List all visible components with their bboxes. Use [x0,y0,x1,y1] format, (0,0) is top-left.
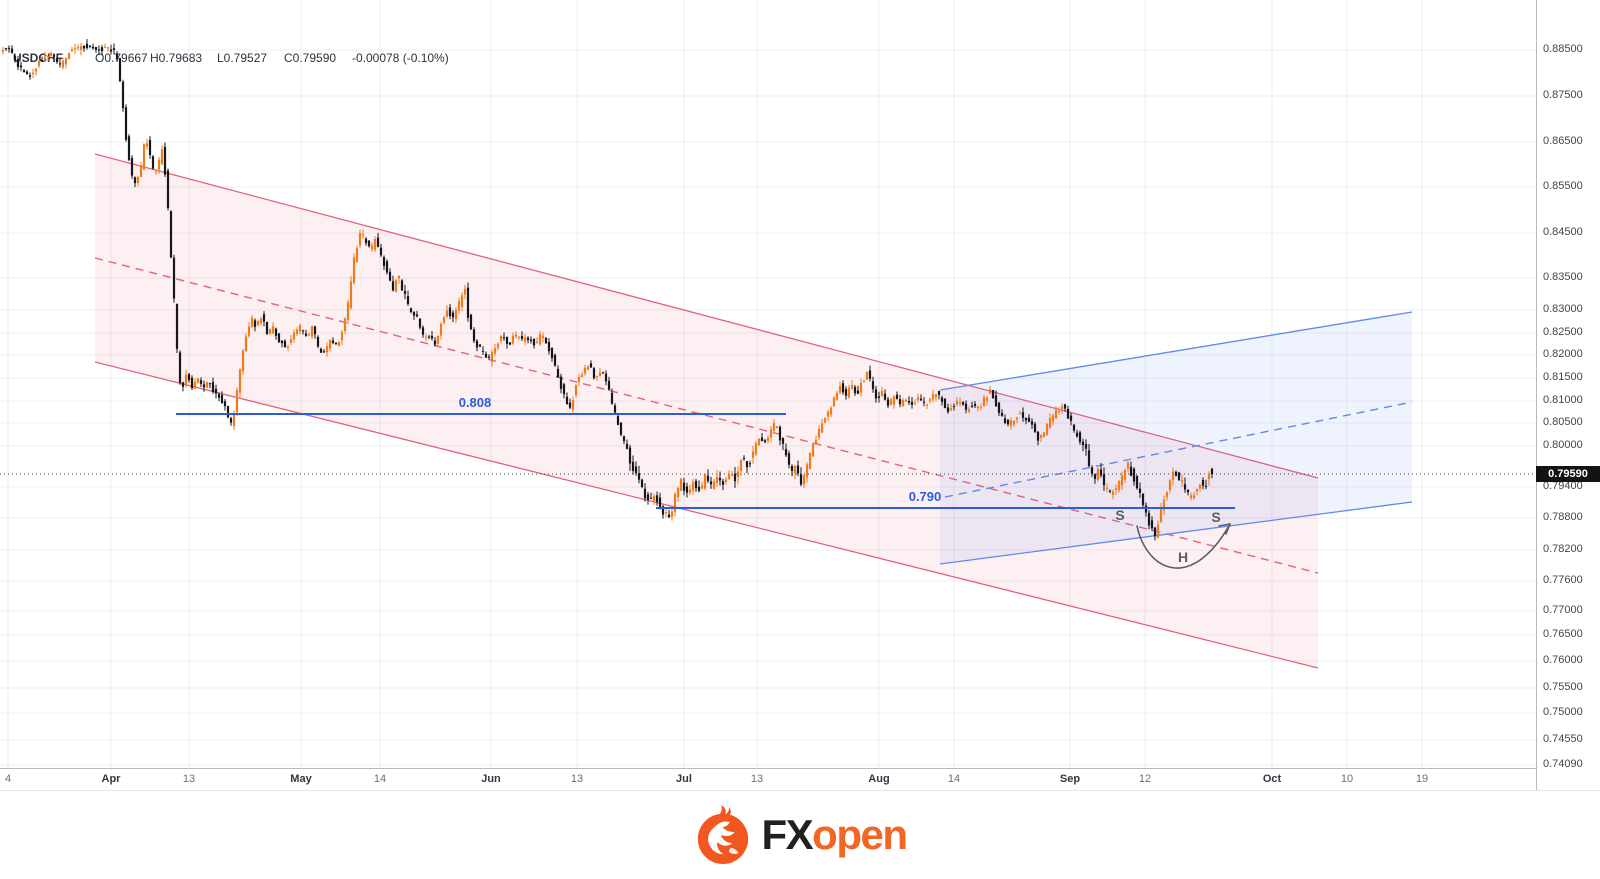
candles-layer [1,39,1214,541]
fxopen-emblem-icon [697,805,748,864]
price-tick-label: 0.75000 [1543,706,1583,718]
price-tick-label: 0.87500 [1543,89,1583,101]
time-tick-label: 14 [373,773,387,785]
price-tick-label: 0.77600 [1543,574,1583,586]
time-tick-label: 12 [1138,773,1152,785]
price-tick-label: 0.85500 [1543,180,1583,192]
ohlc-close: C0.79590 [284,51,337,65]
price-tick-label: 0.81000 [1543,394,1583,406]
price-tick-label: 0.80500 [1543,416,1583,428]
logo-fx: FX [761,811,814,858]
support-line-0.808[interactable]: 0.808 [176,395,786,415]
chart-canvas[interactable]: 0.808 0.790 S H S [0,0,1536,768]
price-tick-label: 0.82500 [1543,326,1583,338]
time-tick-label: Jun [481,773,501,785]
level-label-0.790: 0.790 [909,489,942,504]
price-tick-label: 0.75500 [1543,681,1583,693]
time-tick-label: Apr [101,773,121,785]
logo-open: open [812,811,908,858]
time-tick-label: May [290,773,312,785]
price-tick-label: 0.88500 [1543,43,1583,55]
price-tick-label: 0.82000 [1543,348,1583,360]
support-line-0.790[interactable]: 0.790 [656,489,1235,509]
price-tick-label: 0.76500 [1543,628,1583,640]
grid-lines [0,0,1536,768]
price-tick-label: 0.78800 [1543,511,1583,523]
level-label-0.808: 0.808 [459,395,492,410]
right-shoulder-label: S [1211,509,1220,525]
ohlc-change: -0.00078 (-0.10%) [352,51,449,65]
arrow-head-icon [1218,523,1231,535]
time-tick-label: Oct [1262,773,1282,785]
head-label: H [1178,549,1188,565]
price-tick-label: 0.79400 [1543,480,1583,492]
ohlc-open: O0.79667 [95,51,148,65]
price-tick-label: 0.74090 [1543,758,1583,770]
price-axis-border [1536,0,1537,790]
left-shoulder-label: S [1115,507,1124,523]
neckline-arc [1136,523,1231,569]
price-tick-label: 0.83000 [1543,303,1583,315]
price-tick-label: 0.80000 [1543,439,1583,451]
fxopen-logo-text: FXopen [761,811,909,858]
price-axis[interactable]: 0.88500 0.87500 0.86500 0.85500 0.84500 0.835… [1537,0,1600,770]
price-tick-label: 0.84500 [1543,226,1583,238]
time-axis-border [0,768,1536,769]
time-tick-label: 13 [570,773,584,785]
time-axis[interactable]: 4 Apr 13 May 14 Jun 13 Jul 13 Aug 14 Sep 12 Oct 10 19 [0,769,1536,790]
price-tick-label: 0.81500 [1543,371,1583,383]
time-tick-label: 13 [182,773,196,785]
fxopen-logo: FXopen [0,791,1600,879]
ohlc-high: H0.79683 [150,51,203,65]
time-tick-label: 4 [4,773,12,785]
current-price-tag: 0.79590 [1536,466,1600,482]
ohlc-low: L0.79527 [217,51,268,65]
price-tick-label: 0.77000 [1543,604,1583,616]
time-tick-label: 19 [1415,773,1429,785]
time-tick-label: Jul [676,773,692,785]
time-tick-label: 14 [947,773,961,785]
ascending-channel[interactable] [939,311,1413,565]
time-tick-label: Aug [868,773,890,785]
time-tick-label: 10 [1340,773,1354,785]
time-tick-label: 13 [750,773,764,785]
price-tick-label: 0.83500 [1543,271,1583,283]
head-and-shoulders-annotation[interactable]: S H S [1115,507,1231,569]
time-tick-label: Sep [1059,773,1081,785]
price-tick-label: 0.76000 [1543,654,1583,666]
price-tick-label: 0.74550 [1543,733,1583,745]
price-tick-label: 0.86500 [1543,135,1583,147]
chart-bottom-border [0,790,1600,791]
price-tick-label: 0.78200 [1543,543,1583,555]
